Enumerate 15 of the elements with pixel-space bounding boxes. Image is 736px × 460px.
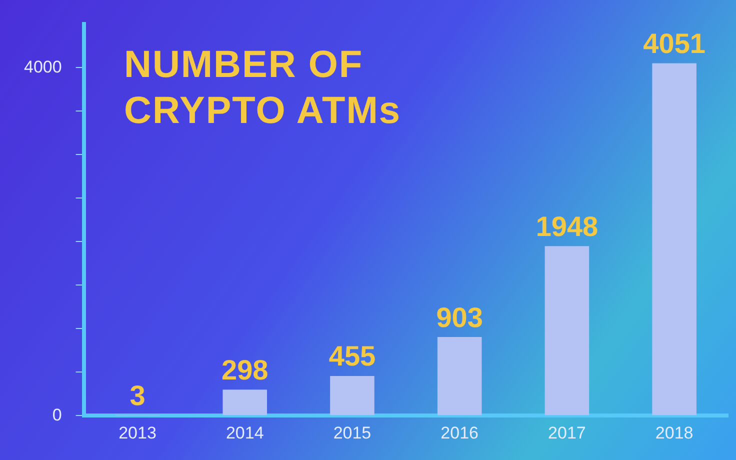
data-label: 3	[130, 380, 146, 412]
x-tick-label: 2015	[333, 423, 372, 442]
data-label: 455	[328, 340, 376, 372]
data-label: 1948	[536, 210, 598, 242]
text: NUMBER OF CRYPTO ATMs	[124, 43, 402, 134]
x-tick-label: 2017	[548, 423, 586, 442]
data-label: 903	[436, 302, 483, 333]
data-label: 4051	[643, 28, 706, 59]
data-label: 298	[222, 354, 268, 386]
y-tick-label: 4000	[24, 57, 62, 76]
x-tick-label: 2016	[440, 423, 479, 442]
x-tick-label: 2014	[226, 423, 264, 442]
y-tick-label: 0	[52, 405, 62, 424]
x-tick-label: 2013	[118, 423, 156, 442]
x-tick-label: 2018	[655, 423, 694, 442]
